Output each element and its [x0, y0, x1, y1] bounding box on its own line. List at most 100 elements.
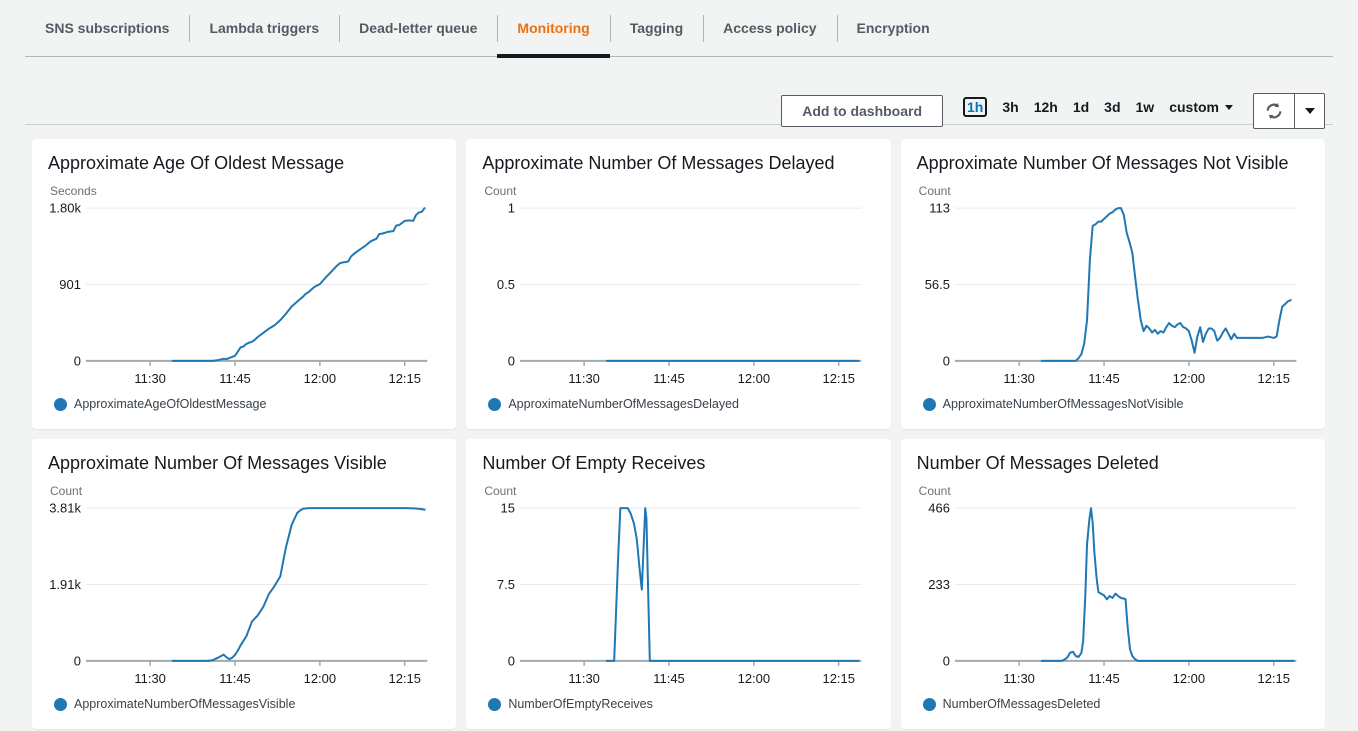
svg-text:0: 0	[508, 353, 515, 368]
svg-text:0: 0	[942, 353, 949, 368]
svg-text:1.80k: 1.80k	[49, 201, 81, 216]
svg-text:11:45: 11:45	[219, 371, 250, 386]
chart-legend: NumberOfEmptyReceives	[482, 697, 874, 711]
svg-text:0: 0	[74, 353, 81, 368]
metric-card-number-of-empty-receives: Number Of Empty Receives Count 157.5011:…	[466, 439, 890, 729]
legend-label: NumberOfMessagesDeleted	[943, 697, 1101, 711]
chart-title: Number Of Messages Deleted	[917, 453, 1309, 474]
svg-text:901: 901	[59, 277, 81, 292]
time-range-1h[interactable]: 1h	[963, 97, 987, 117]
time-range-1w[interactable]: 1w	[1136, 99, 1155, 115]
svg-text:12:15: 12:15	[388, 671, 420, 686]
chart-plot[interactable]: 3.81k 1.91k 0 11:30 11:45 12:00 12:15	[48, 498, 440, 696]
chevron-down-icon	[1305, 108, 1315, 114]
legend-dot-icon	[54, 398, 67, 411]
refresh-icon	[1265, 102, 1283, 120]
svg-text:11:45: 11:45	[654, 671, 686, 686]
metric-card-number-of-messages-deleted: Number Of Messages Deleted Count 466 233 0…	[901, 439, 1325, 729]
legend-dot-icon	[488, 398, 501, 411]
chart-title: Approximate Age Of Oldest Message	[48, 153, 440, 174]
svg-text:12:00: 12:00	[738, 371, 770, 386]
svg-text:233: 233	[928, 577, 950, 592]
chart-y-axis-label: Count	[917, 484, 1309, 498]
tab-sns-subscriptions[interactable]: SNS subscriptions	[25, 0, 189, 56]
svg-text:11:45: 11:45	[654, 371, 686, 386]
monitoring-toolbar: Add to dashboard 1h 3h 12h 1d 3d 1w custom	[25, 94, 1325, 128]
svg-text:0: 0	[74, 653, 81, 668]
refresh-button-group	[1253, 93, 1325, 129]
chart-y-axis-label: Count	[48, 484, 440, 498]
time-range-custom[interactable]: custom	[1169, 99, 1233, 115]
svg-text:11:30: 11:30	[134, 671, 166, 686]
svg-text:12:15: 12:15	[1257, 671, 1289, 686]
tab-tagging[interactable]: Tagging	[610, 0, 703, 56]
refresh-options-button[interactable]	[1295, 93, 1325, 129]
svg-text:466: 466	[928, 501, 950, 516]
metric-card-approximate-age-of-oldest-message: Approximate Age Of Oldest Message Second…	[32, 139, 456, 429]
svg-text:11:45: 11:45	[1088, 671, 1120, 686]
chart-y-axis-label: Count	[917, 184, 1309, 198]
chart-plot[interactable]: 11356.5011:3011:4512:0012:15	[917, 198, 1309, 396]
svg-text:11:45: 11:45	[1088, 371, 1120, 386]
chart-title: Approximate Number Of Messages Delayed	[482, 153, 874, 174]
tab-encryption[interactable]: Encryption	[837, 0, 950, 56]
legend-dot-icon	[923, 698, 936, 711]
svg-text:12:15: 12:15	[823, 671, 855, 686]
time-range-1d[interactable]: 1d	[1073, 99, 1089, 115]
tab-bar: SNS subscriptionsLambda triggersDead-let…	[25, 0, 1333, 57]
svg-text:56.5: 56.5	[924, 277, 949, 292]
chevron-down-icon	[1225, 105, 1233, 110]
legend-label: ApproximateNumberOfMessagesVisible	[74, 697, 295, 711]
chart-plot[interactable]: 157.5011:3011:4512:0012:15	[482, 498, 874, 696]
svg-text:11:30: 11:30	[1003, 371, 1035, 386]
svg-text:12:00: 12:00	[1172, 371, 1204, 386]
svg-text:3.81k: 3.81k	[49, 501, 81, 516]
chart-title: Approximate Number Of Messages Not Visib…	[917, 153, 1309, 174]
chart-legend: ApproximateNumberOfMessagesVisible	[48, 697, 440, 711]
refresh-button[interactable]	[1253, 93, 1295, 129]
svg-text:11:30: 11:30	[1003, 671, 1035, 686]
chart-title: Number Of Empty Receives	[482, 453, 874, 474]
svg-text:0: 0	[942, 653, 949, 668]
svg-text:12:15: 12:15	[1257, 371, 1289, 386]
svg-text:12:00: 12:00	[304, 671, 336, 686]
legend-label: ApproximateNumberOfMessagesDelayed	[508, 397, 739, 411]
metric-card-approximate-number-of-messages-not-visible: Approximate Number Of Messages Not Visib…	[901, 139, 1325, 429]
svg-text:11:30: 11:30	[569, 371, 601, 386]
time-range-3h[interactable]: 3h	[1002, 99, 1018, 115]
svg-text:12:00: 12:00	[304, 371, 336, 386]
chart-plot[interactable]: 10.5011:3011:4512:0012:15	[482, 198, 874, 396]
svg-text:0.5: 0.5	[497, 277, 515, 292]
legend-dot-icon	[54, 698, 67, 711]
tab-lambda-triggers[interactable]: Lambda triggers	[189, 0, 339, 56]
svg-text:12:00: 12:00	[738, 671, 770, 686]
metrics-grid: Approximate Age Of Oldest Message Second…	[32, 139, 1325, 729]
svg-text:12:00: 12:00	[1172, 671, 1204, 686]
time-range-12h[interactable]: 12h	[1034, 99, 1058, 115]
svg-text:0: 0	[508, 653, 515, 668]
legend-label: ApproximateAgeOfOldestMessage	[74, 397, 266, 411]
svg-text:11:45: 11:45	[219, 671, 250, 686]
chart-plot[interactable]: 466 233 0 11:30 11:45 12:00 12:15	[917, 498, 1309, 696]
add-to-dashboard-button[interactable]: Add to dashboard	[781, 95, 943, 127]
tab-monitoring[interactable]: Monitoring	[497, 0, 609, 56]
chart-y-axis-label: Seconds	[48, 184, 440, 198]
chart-legend: NumberOfMessagesDeleted	[917, 697, 1309, 711]
chart-y-axis-label: Count	[482, 484, 874, 498]
legend-label: NumberOfEmptyReceives	[508, 697, 653, 711]
metric-card-approximate-number-of-messages-visible: Approximate Number Of Messages Visible C…	[32, 439, 456, 729]
time-range-3d[interactable]: 3d	[1104, 99, 1120, 115]
tab-access-policy[interactable]: Access policy	[703, 0, 836, 56]
svg-text:7.5: 7.5	[497, 577, 515, 592]
legend-dot-icon	[923, 398, 936, 411]
time-range-selector: 1h 3h 12h 1d 3d 1w custom	[963, 97, 1233, 125]
legend-label: ApproximateNumberOfMessagesNotVisible	[943, 397, 1184, 411]
chart-plot[interactable]: 1.80k901011:3011:4512:0012:15	[48, 198, 440, 396]
svg-text:1.91k: 1.91k	[49, 577, 81, 592]
chart-legend: ApproximateNumberOfMessagesNotVisible	[917, 397, 1309, 411]
svg-text:11:30: 11:30	[569, 671, 601, 686]
svg-text:11:30: 11:30	[134, 371, 166, 386]
legend-dot-icon	[488, 698, 501, 711]
svg-text:12:15: 12:15	[823, 371, 855, 386]
tab-dead-letter-queue[interactable]: Dead-letter queue	[339, 0, 497, 56]
